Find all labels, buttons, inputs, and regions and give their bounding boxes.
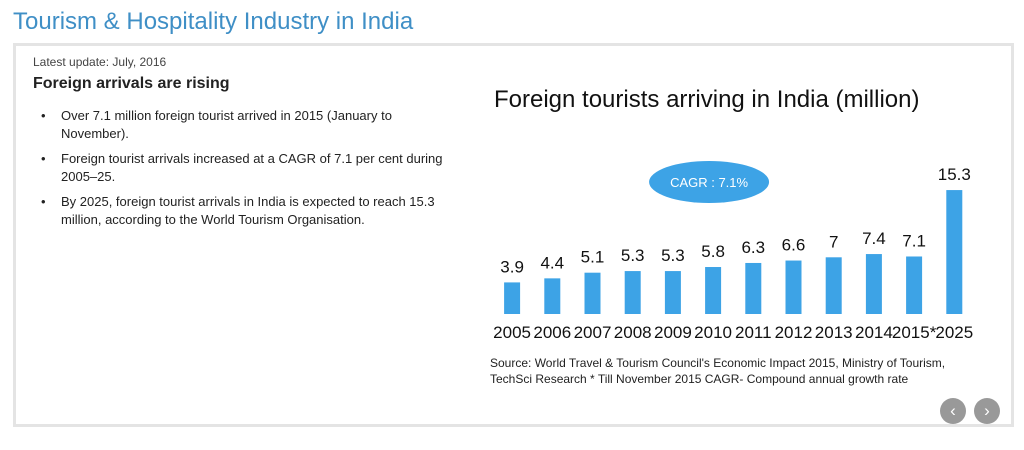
bar [584, 272, 601, 314]
x-tick-label: 2010 [694, 323, 732, 342]
data-label: 5.8 [701, 242, 725, 261]
data-label: 7.4 [862, 229, 886, 248]
bar [865, 254, 882, 314]
bullet-item: By 2025, foreign tourist arrivals in Ind… [33, 193, 463, 229]
chart-title: Foreign tourists arriving in India (mill… [494, 86, 920, 113]
data-label: 15.3 [938, 165, 971, 184]
bar [544, 278, 561, 314]
bar [785, 260, 802, 314]
bar [825, 257, 842, 314]
chevron-left-icon: ‹ [950, 401, 956, 420]
source-note: Source: World Travel & Tourism Council's… [490, 356, 946, 386]
page-title: Tourism & Hospitality Industry in India [13, 8, 414, 35]
bar [705, 267, 722, 314]
data-label: 5.3 [661, 246, 685, 265]
content-card: Latest update: July, 2016 Foreign arriva… [13, 43, 1014, 427]
data-label: 5.3 [621, 246, 645, 265]
bar-chart: CAGR : 7.1% 3.9 2005 4.4 2006 5.1 2007 5.3 2008 5… [493, 161, 973, 342]
bar [664, 271, 681, 314]
update-date: Latest update: July, 2016 [33, 55, 167, 69]
bar [946, 190, 963, 314]
cagr-ellipse [649, 161, 770, 203]
x-tick-label: 2012 [775, 323, 813, 342]
x-tick-label: 2014 [855, 323, 893, 342]
prev-slide-button[interactable]: ‹ [940, 398, 966, 424]
bullet-list: Over 7.1 million foreign tourist arrived… [33, 107, 463, 236]
x-tick-label: 2013 [815, 323, 853, 342]
x-tick-label: 2005 [493, 323, 531, 342]
bullet-item: Over 7.1 million foreign tourist arrived… [33, 107, 463, 143]
cagr-annotation: CAGR : 7.1% [670, 175, 748, 190]
x-tick-label: 2025 [935, 323, 973, 342]
data-label: 3.9 [500, 257, 524, 276]
bar [745, 262, 762, 314]
data-label: 7 [829, 232, 838, 251]
section-heading: Foreign arrivals are rising [33, 75, 230, 92]
next-slide-button[interactable]: › [974, 398, 1000, 424]
chevron-right-icon: › [984, 401, 990, 420]
data-label: 6.3 [741, 238, 765, 257]
data-label: 6.6 [782, 236, 806, 255]
bar [504, 282, 521, 314]
bar [624, 271, 641, 314]
bar [906, 256, 923, 314]
data-label: 5.1 [581, 248, 605, 267]
x-tick-label: 2008 [614, 323, 652, 342]
x-tick-label: 2009 [654, 323, 692, 342]
x-tick-label: 2011 [735, 323, 772, 342]
x-tick-label: 2006 [533, 323, 571, 342]
data-label: 7.1 [902, 231, 926, 250]
bullet-item: Foreign tourist arrivals increased at a … [33, 150, 463, 186]
data-label: 4.4 [540, 253, 564, 272]
x-tick-label: 2007 [574, 323, 612, 342]
x-tick-label: 2015* [892, 323, 937, 342]
